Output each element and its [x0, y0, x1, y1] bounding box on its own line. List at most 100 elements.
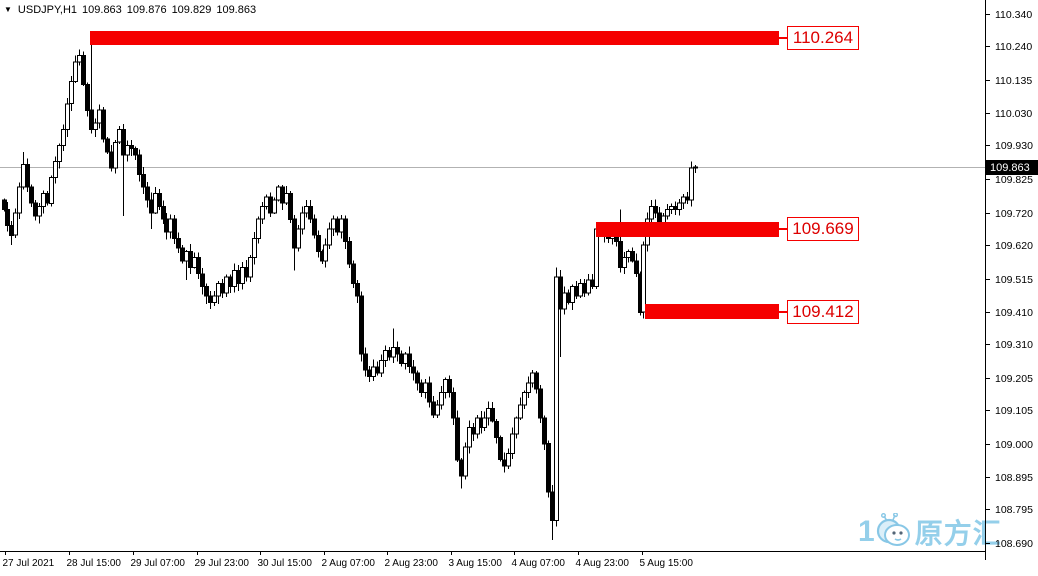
candle-bull [439, 391, 444, 406]
candle-bull [73, 61, 78, 82]
candle-bull [554, 276, 559, 522]
candle-bear [149, 199, 154, 214]
candle-bear [630, 250, 635, 262]
candle-bear [236, 270, 241, 284]
candle-bull [562, 292, 567, 310]
candle-bear [415, 372, 420, 384]
price-axis-label: 108.895 [995, 472, 1033, 484]
level-connector [779, 37, 787, 39]
candle-bear [312, 218, 317, 236]
candle-bear [129, 145, 134, 150]
candle-bull [403, 353, 408, 364]
candle-bear [145, 186, 150, 201]
candle-bear [176, 238, 181, 249]
candle-bull [69, 80, 74, 105]
candle-bear [105, 138, 110, 153]
chart-menu-arrow-icon[interactable]: ▼ [4, 5, 12, 14]
candle-bull [97, 109, 102, 124]
candle-bear [634, 260, 639, 275]
candle-bear [419, 382, 424, 393]
candle-bear [172, 218, 177, 239]
candle-bear [45, 193, 50, 204]
candle-bull [153, 193, 158, 214]
time-axis-label: 29 Jul 23:00 [195, 558, 250, 569]
candle-bear [200, 273, 205, 288]
quote-high: 109.876 [126, 4, 167, 16]
time-axis-label: 2 Aug 07:00 [322, 558, 376, 569]
candle-bear [33, 202, 38, 217]
candle-bear [471, 427, 476, 435]
candle-bear [447, 379, 452, 393]
candle-bear [590, 279, 595, 288]
candle-bull [518, 404, 523, 419]
price-axis-label: 109.825 [995, 174, 1033, 186]
candle-bull [57, 145, 62, 162]
candle-bull [49, 177, 54, 204]
candle-bull [17, 186, 22, 214]
candle-bull [681, 196, 686, 204]
candle-bear [685, 196, 690, 201]
level-price-label[interactable]: 109.669 [787, 217, 859, 241]
candle-bull [391, 347, 396, 358]
candle-bear [502, 459, 507, 467]
candle-bear [359, 295, 364, 355]
candle-bull [61, 128, 66, 146]
candle-bear [9, 225, 14, 236]
candle-bull [192, 257, 197, 268]
candle-bear [407, 353, 412, 368]
candle-bear [204, 286, 209, 297]
candle-bear [85, 84, 90, 111]
candle-bear [161, 205, 166, 220]
time-axis-label: 28 Jul 15:00 [67, 558, 122, 569]
time-axis-label: 29 Jul 07:00 [131, 558, 186, 569]
candle-bear [459, 459, 464, 477]
candle-bear [2, 199, 7, 211]
candle-bear [363, 353, 368, 371]
candle-bull [482, 417, 487, 429]
candle-bear [101, 109, 106, 140]
candle-bull [53, 161, 58, 178]
candle-bull [21, 164, 26, 188]
time-axis-label: 27 Jul 2021 [3, 558, 55, 569]
candle-bear [280, 186, 285, 204]
candle-bull [264, 196, 269, 207]
candle-bull [184, 250, 189, 262]
candle-bull [224, 276, 229, 294]
candle-bull [526, 382, 531, 393]
candle-bear [121, 128, 126, 156]
candle-bear [494, 420, 499, 438]
time-axis-label: 2 Aug 23:00 [385, 558, 439, 569]
watermark-prefix: 1 [858, 515, 875, 548]
candle-bull [216, 282, 221, 297]
candle-bear [411, 366, 416, 374]
candle-bear [351, 263, 356, 284]
resistance-bar-109669[interactable] [596, 222, 779, 237]
candle-bear [653, 205, 658, 214]
support-bar-109412[interactable] [645, 304, 779, 319]
level-price-label[interactable]: 110.264 [787, 26, 859, 50]
candle-bull [578, 282, 583, 297]
candle-bear [164, 218, 169, 233]
resistance-bar-110264[interactable] [90, 31, 779, 45]
candle-bull [168, 218, 173, 233]
candle-bull [649, 205, 654, 220]
candle-bull [506, 452, 511, 467]
quote-close: 109.863 [216, 4, 257, 16]
price-axis-label: 109.000 [995, 439, 1033, 451]
price-axis-label: 109.410 [995, 307, 1033, 319]
candle-bull [435, 404, 440, 416]
price-axis-label: 108.690 [995, 538, 1033, 550]
price-axis-label: 108.795 [995, 504, 1033, 516]
level-price-label[interactable]: 109.412 [787, 300, 859, 324]
candle-bull [570, 286, 575, 304]
candle-bear [455, 417, 460, 461]
price-axis-label: 110.340 [995, 9, 1032, 21]
candle-bull [443, 379, 448, 393]
candle-bull [510, 433, 515, 454]
candle-bear [188, 250, 193, 268]
candle-bull [463, 446, 468, 477]
snail-icon [876, 513, 910, 546]
candle-bull [626, 250, 631, 259]
current-price-tag: 109.863 [986, 160, 1038, 175]
